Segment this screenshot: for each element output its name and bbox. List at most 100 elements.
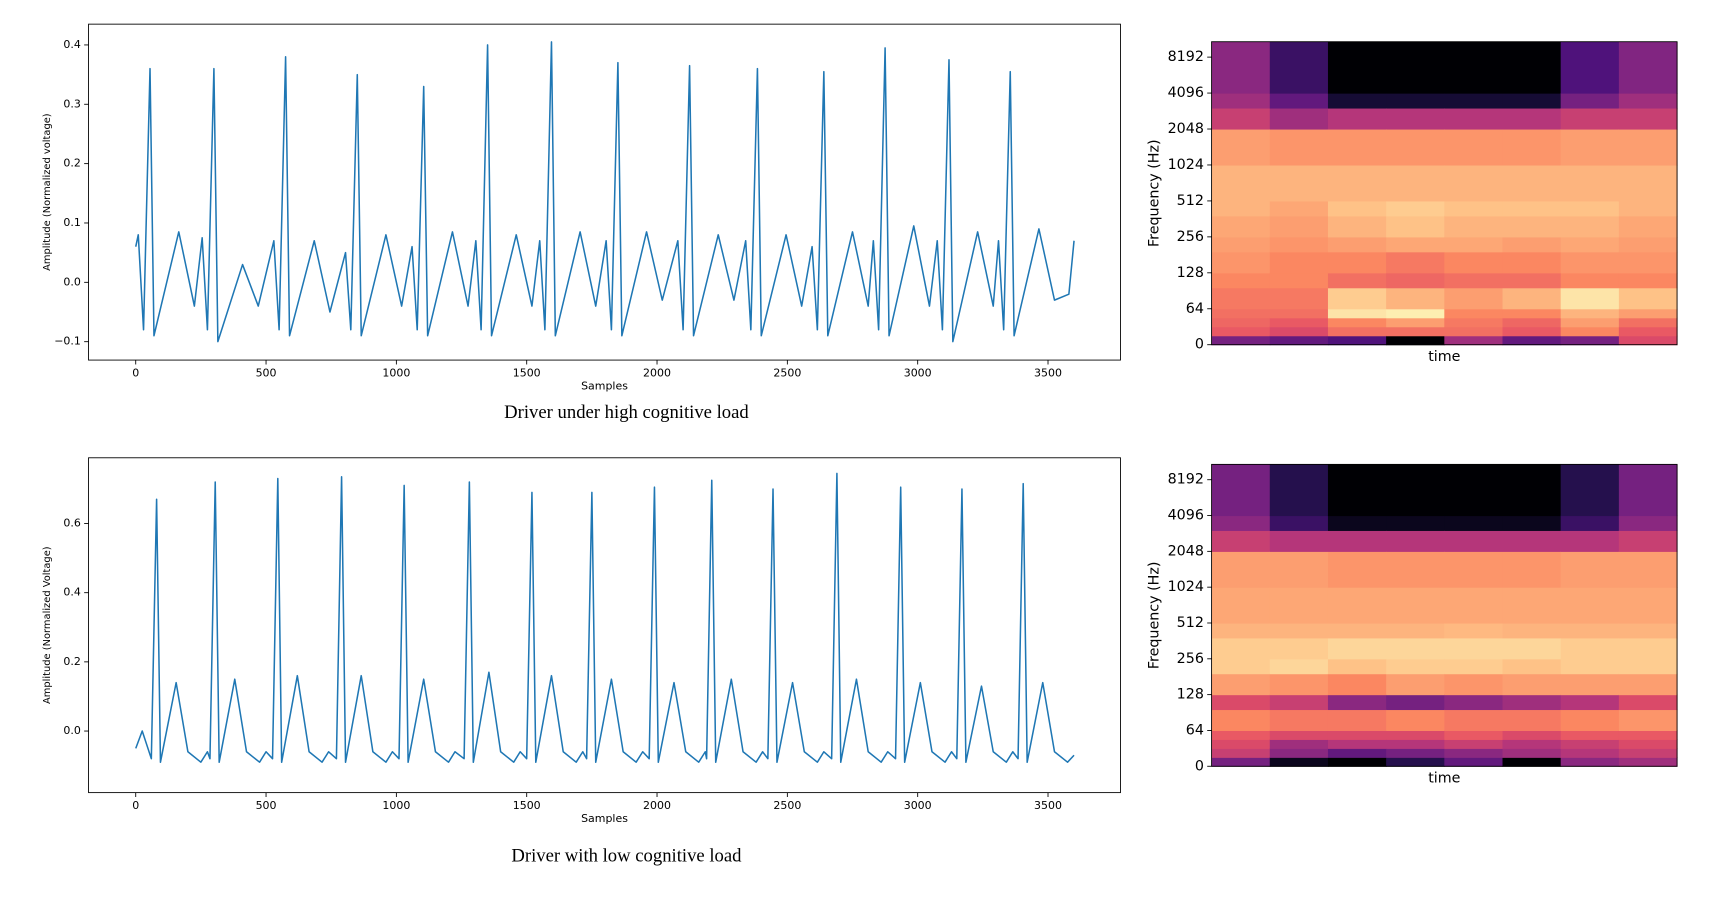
spectrogram-cell bbox=[1327, 236, 1387, 253]
spectrogram-cell bbox=[1211, 622, 1271, 639]
spectrogram-cell bbox=[1444, 694, 1504, 711]
spectrogram-cell bbox=[1269, 739, 1329, 749]
spectrogram-cell bbox=[1560, 515, 1620, 531]
spectrogram-cell bbox=[1211, 694, 1271, 711]
spectrogram-cell bbox=[1269, 287, 1329, 310]
spectrogram-cell bbox=[1269, 93, 1329, 109]
spectrogram-cell bbox=[1502, 587, 1562, 624]
spectrogram-cell bbox=[1269, 164, 1329, 202]
spectrogram-cell bbox=[1211, 200, 1271, 217]
spectrogram-cell bbox=[1618, 335, 1678, 346]
spectrogram-cell bbox=[1444, 215, 1504, 238]
y-tick-label: 4096 bbox=[1168, 85, 1204, 101]
y-tick-label: 4096 bbox=[1168, 508, 1204, 524]
x-tick-label: 2000 bbox=[643, 366, 671, 379]
spectrogram-cell bbox=[1211, 215, 1271, 238]
spectrogram-cell bbox=[1502, 335, 1562, 346]
spectrogram-cell bbox=[1211, 317, 1271, 328]
spectrogram-cell bbox=[1560, 757, 1620, 767]
spectrogram-cell bbox=[1211, 93, 1271, 109]
spectrogram-cell bbox=[1444, 272, 1504, 289]
spectrogram-cell bbox=[1327, 272, 1387, 289]
spectrogram-cell bbox=[1444, 530, 1504, 552]
spectrogram-cell bbox=[1327, 287, 1387, 310]
spectrogram-cell bbox=[1386, 215, 1445, 238]
y-axis-label: Frequency (Hz) bbox=[1147, 139, 1163, 247]
spectrogram-cell bbox=[1386, 694, 1445, 711]
spectrogram-cell bbox=[1386, 200, 1445, 217]
spectrogram-cell bbox=[1327, 308, 1387, 319]
spectrogram-cell bbox=[1269, 622, 1329, 639]
spectrogram-cell bbox=[1618, 107, 1678, 130]
spectrogram-cell bbox=[1444, 658, 1504, 675]
spectrogram-cell bbox=[1502, 622, 1562, 639]
spectrogram-cell bbox=[1211, 107, 1271, 130]
spectrogram-cell bbox=[1502, 530, 1562, 552]
spectrogram-cell bbox=[1211, 251, 1271, 274]
spectrogram-cell bbox=[1269, 326, 1329, 337]
spectrogram-cell bbox=[1386, 730, 1445, 740]
spectrogram-cell bbox=[1502, 308, 1562, 319]
spectrogram-cell bbox=[1502, 326, 1562, 337]
spectrogram-cell bbox=[1560, 215, 1620, 238]
x-tick-label: 3500 bbox=[1034, 799, 1062, 812]
spectrogram-cell bbox=[1327, 215, 1387, 238]
spectrogram-cell bbox=[1502, 709, 1562, 731]
spectrogram-cell bbox=[1502, 658, 1562, 675]
plot-frame bbox=[88, 457, 1121, 794]
spectrogram-cell bbox=[1386, 251, 1445, 274]
spectrogram-cell bbox=[1560, 326, 1620, 337]
spectrogram-cell bbox=[1444, 93, 1504, 109]
spectrogram-cell bbox=[1386, 757, 1445, 767]
spectrogram-cell bbox=[1269, 515, 1329, 531]
spectrogram-cell bbox=[1560, 622, 1620, 639]
spectrogram-cell bbox=[1560, 200, 1620, 217]
spectrogram-cell bbox=[1269, 129, 1329, 166]
spectrogram-cell bbox=[1386, 164, 1445, 202]
spectrogram-cell bbox=[1560, 41, 1620, 94]
spectrogram-cell bbox=[1444, 335, 1504, 346]
spectrogram-cell bbox=[1211, 673, 1271, 696]
y-tick-label: 0.0 bbox=[63, 724, 80, 737]
spectrogram-cell bbox=[1444, 757, 1504, 767]
x-tick-label: 3000 bbox=[904, 799, 932, 812]
spectrogram-cell bbox=[1502, 757, 1562, 767]
spectrogram-cell bbox=[1386, 515, 1445, 531]
spectrogram-cell bbox=[1211, 748, 1271, 758]
spectrogram-cell bbox=[1211, 709, 1271, 731]
x-tick-label: 2500 bbox=[773, 366, 801, 379]
spectrogram-cell bbox=[1211, 757, 1271, 767]
spectrogram-cell bbox=[1618, 200, 1678, 217]
spectrogram-cell bbox=[1618, 287, 1678, 310]
spectrogram-cell bbox=[1618, 272, 1678, 289]
spectrogram-cell bbox=[1502, 164, 1562, 202]
caption: Driver under high cognitive load bbox=[504, 402, 749, 423]
spectrogram-cell bbox=[1502, 251, 1562, 274]
x-tick-label: 1000 bbox=[382, 366, 410, 379]
spectrogram-cell bbox=[1327, 41, 1387, 94]
spectrogram-cell bbox=[1502, 464, 1562, 517]
spectrogram-cell bbox=[1618, 515, 1678, 531]
spectrogram-cell bbox=[1386, 41, 1445, 94]
spectrogram-cell bbox=[1560, 530, 1620, 552]
y-tick-label: 256 bbox=[1177, 229, 1204, 245]
spectrogram-cell bbox=[1327, 637, 1387, 660]
spectrogram-cell bbox=[1269, 464, 1329, 517]
spectrogram-cell bbox=[1269, 530, 1329, 552]
spectrogram-cell bbox=[1560, 129, 1620, 166]
spectrogram-cell bbox=[1502, 129, 1562, 166]
spectrogram-cell bbox=[1327, 326, 1387, 337]
spectrogram-cell bbox=[1327, 251, 1387, 274]
spectrogram-cell bbox=[1269, 748, 1329, 758]
spectrogram-cell bbox=[1618, 164, 1678, 202]
y-tick-label: 0 bbox=[1195, 337, 1204, 353]
y-tick-label: 0.0 bbox=[63, 275, 80, 288]
spectrogram-cell bbox=[1502, 673, 1562, 696]
spectrogram-cell bbox=[1327, 658, 1387, 675]
spectrogram-cell bbox=[1618, 551, 1678, 588]
spectrogram-cell bbox=[1327, 317, 1387, 328]
spectrogram-cell bbox=[1502, 41, 1562, 94]
y-axis-label: Amplitude (Normalized Voltage) bbox=[42, 546, 53, 704]
spectrogram-cell bbox=[1211, 326, 1271, 337]
spectrogram-cell bbox=[1269, 673, 1329, 696]
